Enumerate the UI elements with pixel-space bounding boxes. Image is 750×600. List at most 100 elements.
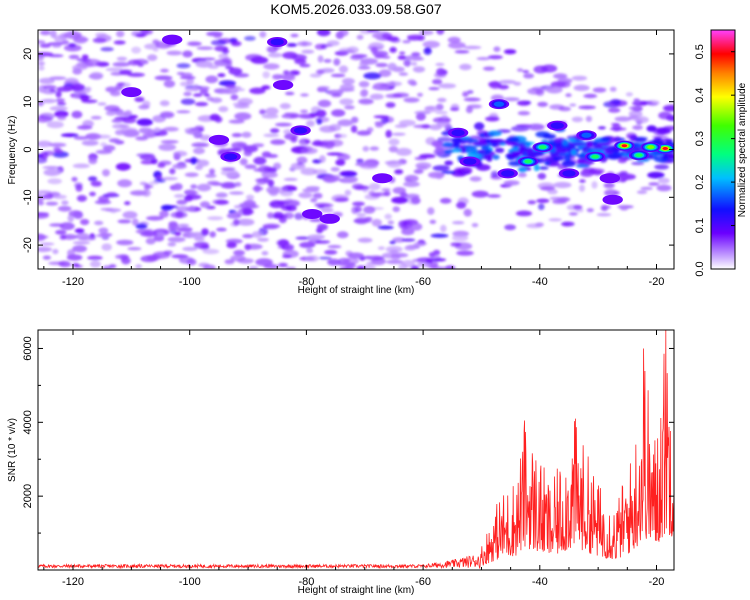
spectrogram-noise-blob — [72, 163, 90, 169]
spectrogram-noise-blob — [355, 162, 372, 167]
spectrogram-noise-blob — [210, 39, 227, 46]
x-tick-label: -20 — [649, 276, 665, 288]
spectrogram-noise-blob — [193, 241, 209, 249]
spectrogram-noise-blob — [296, 156, 308, 164]
spectrogram-noise-blob — [323, 59, 332, 63]
spectrogram-noise-blob — [267, 179, 275, 188]
spectrogram-noise-blob — [278, 262, 288, 268]
spectrogram-noise-blob — [487, 194, 501, 198]
spectrogram-noise-blob — [415, 113, 426, 121]
spectrogram-noise-blob — [176, 199, 188, 205]
spectrogram-noise-blob — [436, 30, 445, 35]
spectrogram-noise-blob — [183, 91, 192, 97]
spectrogram-noise-blob — [306, 255, 319, 262]
spectrogram-noise-blob — [207, 216, 224, 221]
spectrogram-noise-blob — [410, 265, 420, 269]
spectrogram-noise-blob — [63, 44, 82, 52]
colorbar-label: Normalized spectral amplitude — [737, 82, 748, 217]
spectrogram-noise-blob — [121, 257, 131, 265]
spectrogram-noise-blob — [399, 51, 406, 55]
spectrogram-noise-blob — [378, 69, 392, 77]
spectrogram-noise-blob — [334, 197, 349, 202]
spectrogram-noise-blob — [234, 182, 242, 187]
spectrogram-noise-blob — [294, 58, 307, 65]
spectrogram-noise-blob — [270, 139, 286, 145]
spectrogram-noise-blob — [573, 204, 583, 210]
spectrogram-noise-blob — [613, 191, 620, 195]
spectrogram-noise-blob — [56, 102, 67, 106]
colorbar-gradient — [710, 29, 736, 270]
x-tick-label: -120 — [62, 576, 84, 588]
spectrogram-hotspot — [599, 173, 620, 184]
spectrogram-noise-blob — [356, 130, 372, 136]
spectrogram-noise-blob — [285, 266, 297, 269]
spectrogram-noise-blob — [194, 237, 206, 242]
spectrogram-noise-blob — [356, 158, 364, 164]
spectrogram-noise-blob — [628, 110, 643, 118]
spectrogram-noise-blob — [523, 73, 535, 79]
spectrogram-noise-blob — [548, 218, 562, 222]
spectrogram-noise-blob — [38, 65, 45, 71]
spectrogram-noise-blob — [282, 254, 292, 259]
spectrogram-noise-blob — [369, 93, 384, 100]
spectrogram-noise-blob — [262, 166, 277, 172]
spectrogram-noise-blob — [504, 224, 516, 231]
spectrogram-noise-blob — [413, 124, 432, 129]
spectrogram-noise-blob — [432, 79, 443, 85]
spectrogram-noise-blob — [142, 189, 151, 197]
spectrogram-noise-blob — [55, 229, 67, 235]
spectrogram-noise-blob — [221, 88, 239, 95]
spectrogram-noise-blob — [116, 82, 126, 86]
spectrogram-noise-blob — [42, 166, 60, 169]
spectrogram-noise-blob — [527, 200, 537, 205]
spectrogram-band-blob — [561, 160, 576, 168]
colorbar-tick-label: 0.5 — [694, 44, 706, 59]
spectrogram-noise-blob — [336, 231, 349, 239]
spectrogram-noise-blob — [536, 198, 550, 203]
spectrogram-noise-blob — [603, 182, 615, 189]
spectrogram-band-blob — [472, 141, 488, 146]
spectrogram-noise-blob — [182, 246, 198, 252]
spectrogram-noise-blob — [430, 233, 449, 238]
spectrogram-hotspot-ring — [621, 144, 628, 148]
spectrogram-noise-blob — [233, 219, 240, 226]
spectrogram-noise-blob — [195, 164, 203, 171]
spectrogram-band-blob — [606, 153, 622, 160]
spectrogram-noise-blob — [215, 199, 229, 205]
spectrogram-noise-blob — [187, 41, 202, 47]
spectrogram-noise-blob — [91, 182, 102, 187]
spectrogram-noise-blob — [150, 158, 158, 165]
spectrogram-noise-blob — [419, 153, 436, 159]
spectrogram-noise-blob — [138, 104, 150, 110]
spectrogram-noise-blob — [68, 210, 83, 217]
spectrogram-band-blob — [451, 137, 462, 143]
spectrogram-noise-blob — [526, 223, 543, 229]
spectrogram-noise-blob — [97, 62, 110, 67]
y-tick-label: 10 — [22, 96, 34, 108]
spectrogram-noise-blob — [403, 181, 420, 188]
spectrogram-noise-blob — [230, 255, 246, 262]
spectrogram-noise-blob — [159, 100, 170, 107]
spectrogram-band-blob — [517, 167, 527, 173]
x-tick-label: -100 — [179, 576, 201, 588]
spectrogram-band-blob — [506, 153, 516, 157]
spectrogram-noise-blob — [388, 138, 400, 146]
spectrogram-noise-blob — [435, 62, 445, 67]
spectrogram-noise-blob — [490, 170, 499, 178]
spectrogram-noise-blob — [49, 76, 67, 80]
spectrogram-noise-blob — [237, 97, 253, 106]
spectrogram-hotspot-ring — [121, 87, 142, 98]
spectrogram-band-blob — [465, 147, 478, 155]
spectrogram-noise-blob — [392, 237, 406, 243]
spectrogram-noise-blob — [391, 196, 409, 204]
spectrogram-noise-blob — [381, 252, 397, 259]
spectrogram-hotspot — [290, 125, 311, 136]
spectrogram-noise-blob — [395, 147, 412, 156]
spectrogram-hotspot — [547, 120, 568, 131]
spectrogram-noise-blob — [210, 182, 224, 186]
spectrogram-noise-blob — [75, 184, 83, 192]
spectrogram-noise-blob — [300, 147, 318, 154]
spectrogram-noise-blob — [127, 247, 142, 251]
spectrogram-noise-blob — [631, 161, 645, 166]
spectrogram-noise-blob — [206, 96, 214, 102]
